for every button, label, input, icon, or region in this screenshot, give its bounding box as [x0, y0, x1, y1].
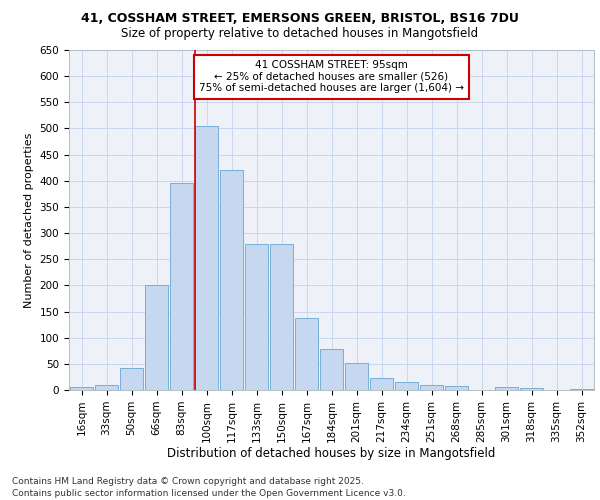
Bar [194, 126, 218, 390]
Bar [320, 349, 343, 390]
Bar [569, 389, 593, 390]
Text: Contains public sector information licensed under the Open Government Licence v3: Contains public sector information licen… [12, 489, 406, 498]
Bar [344, 363, 368, 390]
Bar [494, 388, 518, 390]
X-axis label: Distribution of detached houses by size in Mangotsfield: Distribution of detached houses by size … [167, 448, 496, 460]
Bar [370, 378, 394, 390]
Bar [220, 170, 244, 390]
Y-axis label: Number of detached properties: Number of detached properties [24, 132, 34, 308]
Bar [119, 368, 143, 390]
Bar [445, 386, 469, 390]
Text: Size of property relative to detached houses in Mangotsfield: Size of property relative to detached ho… [121, 28, 479, 40]
Bar [269, 244, 293, 390]
Text: 41 COSSHAM STREET: 95sqm
← 25% of detached houses are smaller (526)
75% of semi-: 41 COSSHAM STREET: 95sqm ← 25% of detach… [199, 60, 464, 94]
Bar [295, 318, 319, 390]
Bar [395, 382, 418, 390]
Bar [95, 385, 118, 390]
Text: 41, COSSHAM STREET, EMERSONS GREEN, BRISTOL, BS16 7DU: 41, COSSHAM STREET, EMERSONS GREEN, BRIS… [81, 12, 519, 26]
Bar [245, 244, 268, 390]
Bar [70, 388, 94, 390]
Bar [419, 385, 443, 390]
Bar [170, 184, 193, 390]
Bar [520, 388, 544, 390]
Text: Contains HM Land Registry data © Crown copyright and database right 2025.: Contains HM Land Registry data © Crown c… [12, 478, 364, 486]
Bar [145, 286, 169, 390]
